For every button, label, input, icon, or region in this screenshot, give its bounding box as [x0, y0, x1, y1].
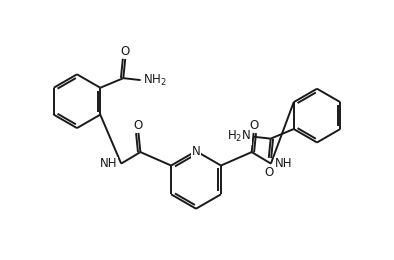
Text: O: O [134, 119, 143, 132]
Text: NH: NH [100, 157, 117, 170]
Text: N: N [191, 145, 201, 158]
Text: NH$_2$: NH$_2$ [143, 73, 166, 88]
Text: O: O [264, 166, 273, 179]
Text: O: O [121, 45, 130, 58]
Text: O: O [249, 119, 258, 132]
Text: H$_2$N: H$_2$N [227, 129, 251, 144]
Text: NH: NH [275, 157, 292, 170]
